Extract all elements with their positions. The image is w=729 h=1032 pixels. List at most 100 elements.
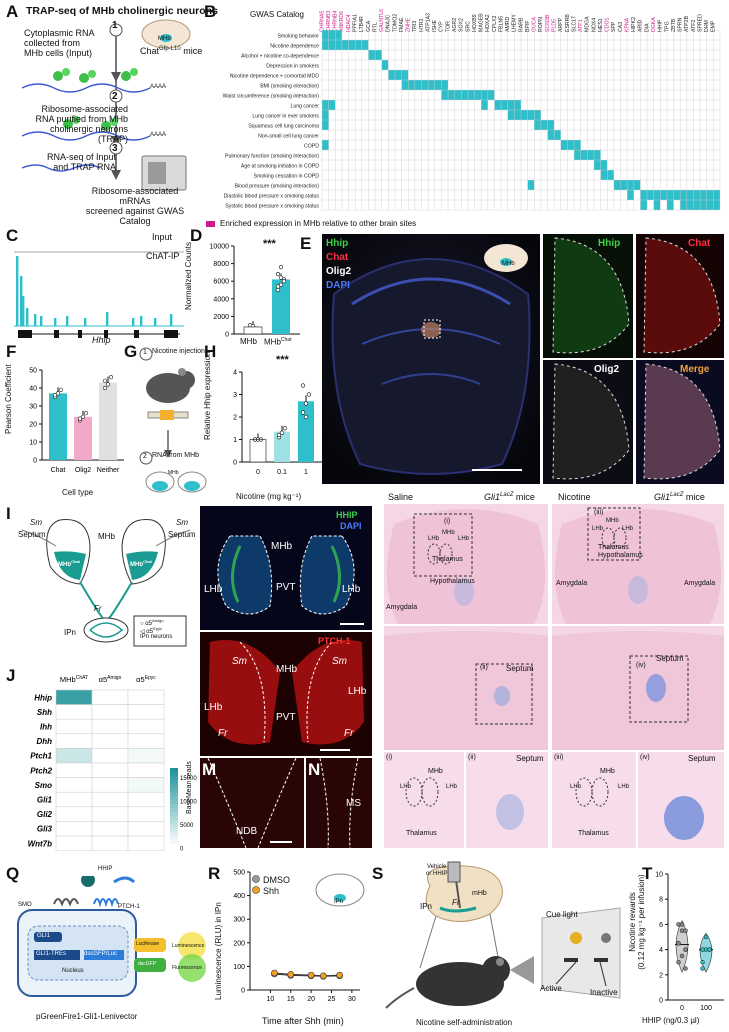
gwas-cell xyxy=(607,170,614,180)
gwas-gene-label: CYP xyxy=(439,21,445,32)
y-tick-label: 2 xyxy=(233,415,237,422)
series-point xyxy=(271,969,278,977)
gwas-cell xyxy=(355,40,362,50)
panel-h-significance: *** xyxy=(276,354,289,366)
y-tick-label: 6 xyxy=(659,922,663,929)
gli1-reporter-schematic xyxy=(17,876,206,997)
gwas-cell xyxy=(700,190,707,200)
gwas-trait-label: Nicotine dependence + comorbid MDD xyxy=(230,74,319,80)
y-tick-label: 2 xyxy=(659,972,663,979)
heatmap-col-label: α5Amigo xyxy=(99,675,122,684)
panel-f-xlabel: Cell type xyxy=(62,488,94,497)
i-sm-left: Sm xyxy=(30,518,42,527)
gwas-cell xyxy=(375,50,382,60)
gwas-gene-label: CHRNB4 xyxy=(333,11,339,32)
heatmap-cell xyxy=(127,762,165,778)
gwas-gene-label: CDO1 xyxy=(605,17,611,32)
gwas-gene-label: ANKRD6 xyxy=(339,11,345,32)
heatmap-cell xyxy=(127,806,165,822)
heatmap-cell xyxy=(127,821,165,837)
p-inset-septum: Septum xyxy=(688,754,716,763)
colorbar-segment xyxy=(170,808,178,813)
brain-inset-ipn xyxy=(334,894,346,902)
gwas-trait-label: Waist circumference (smoking interaction… xyxy=(223,94,320,100)
gwas-trait-label: Depression in smokers xyxy=(266,64,319,70)
data-point xyxy=(102,378,108,383)
gwas-trait-label: Nicotine dependence xyxy=(270,44,319,50)
o-condition: Saline xyxy=(388,492,414,502)
gwas-cell xyxy=(448,90,455,100)
gene-model-exon xyxy=(18,330,32,338)
gwas-cell xyxy=(686,190,694,200)
heatmap-cell xyxy=(127,748,165,764)
gwas-gene-label: ESRRB xyxy=(565,14,571,32)
gwas-cell xyxy=(361,40,369,50)
gwas-cell xyxy=(322,30,329,40)
gwas-gene-label: GUCA xyxy=(532,16,538,32)
merge-channel-image xyxy=(636,360,724,484)
r-legend-dmso: DMSO xyxy=(263,875,290,885)
bar xyxy=(272,279,290,334)
colorbar-segment xyxy=(170,768,178,773)
heatmap-row-label: Shh xyxy=(37,708,52,717)
l-pvt-label: PVT xyxy=(276,712,296,723)
heatmap-row-label: Ptch2 xyxy=(30,766,52,775)
gwas-cell xyxy=(593,150,601,160)
o-lhb-left: LHb xyxy=(428,536,440,542)
colorbar-tick-label: 10000 xyxy=(180,799,197,805)
gwas-trait-label: Pulmonary function (smoking interaction) xyxy=(225,154,319,160)
gwas-gene-label: ATP1A3 xyxy=(425,13,431,32)
olig2-channel-image xyxy=(543,360,633,484)
gwas-cell xyxy=(680,200,687,210)
x-tick-label: 100 xyxy=(700,1005,712,1012)
o-amygdala-label: Amygdala xyxy=(386,604,418,611)
gwas-gene-label: EMP xyxy=(711,20,717,32)
heatmap-cell xyxy=(127,777,165,793)
colorbar-segment xyxy=(170,772,178,777)
colorbar-segment xyxy=(170,776,178,781)
data-point xyxy=(679,953,685,959)
gwas-gene-label: SPP xyxy=(611,21,617,32)
heatmap-row-label: Gli1 xyxy=(37,796,53,805)
heatmap-cell xyxy=(91,718,129,735)
gwas-legend-text: Enriched expression in MHb relative to o… xyxy=(220,219,417,228)
gene-model-exon xyxy=(164,330,178,338)
gwas-cell xyxy=(527,180,535,190)
hhip-channel-image xyxy=(543,234,633,358)
y-tick-label: 0 xyxy=(241,988,245,995)
gwas-cell xyxy=(534,120,541,130)
gwas-gene-label: BPIF xyxy=(525,20,531,32)
gwas-gene-label: DGKA xyxy=(651,17,657,32)
o-inset-thalamus: Thalamus xyxy=(406,830,437,837)
gwas-cell xyxy=(461,90,468,100)
gwas-gene-label: HDAC4 xyxy=(346,14,352,32)
gwas-gene-label: HTR2 xyxy=(419,18,425,32)
gwas-gene-label: MDGA xyxy=(585,16,591,32)
gwas-trait-label: Systolic blood pressure x smoking status xyxy=(225,204,319,210)
mhb-inset-label: MHb xyxy=(158,36,171,42)
gwas-cell xyxy=(341,40,349,50)
gwas-cell xyxy=(507,110,515,120)
panel-d-chart: 0 2000 4000 6000 8000 10000 xyxy=(210,244,300,339)
colorbar-segment xyxy=(170,816,178,821)
panel-f-ylabel: Pearson Coefficient xyxy=(4,364,13,434)
heatmap-row-label: Ihh xyxy=(40,723,52,732)
gwas-gene-label: ISHE xyxy=(432,19,438,32)
gwas-gene-label: ATP2B xyxy=(684,15,690,32)
gwas-cell xyxy=(627,180,634,190)
gwas-cell xyxy=(620,180,628,190)
step-3-text: RNA-seq of Input and TRAP RNA xyxy=(46,152,116,172)
chatip-signal-peak xyxy=(140,316,143,326)
k-lhb-right: LHb xyxy=(342,584,361,595)
gwas-cell xyxy=(322,120,329,130)
track-input-label: Input xyxy=(152,232,173,242)
gwas-gene-label: RARB xyxy=(518,17,524,32)
gwas-cell xyxy=(700,200,707,210)
heatmap-cell xyxy=(127,718,165,735)
gwas-gene-label: ARPP xyxy=(558,17,564,32)
step-3-number: 3 xyxy=(112,143,118,154)
heatmap-row-label: Dhh xyxy=(36,737,52,746)
ms-image xyxy=(306,758,372,848)
colorbar-tick-label: 15000 xyxy=(180,776,197,782)
k-lhb-left: LHb xyxy=(204,584,223,595)
